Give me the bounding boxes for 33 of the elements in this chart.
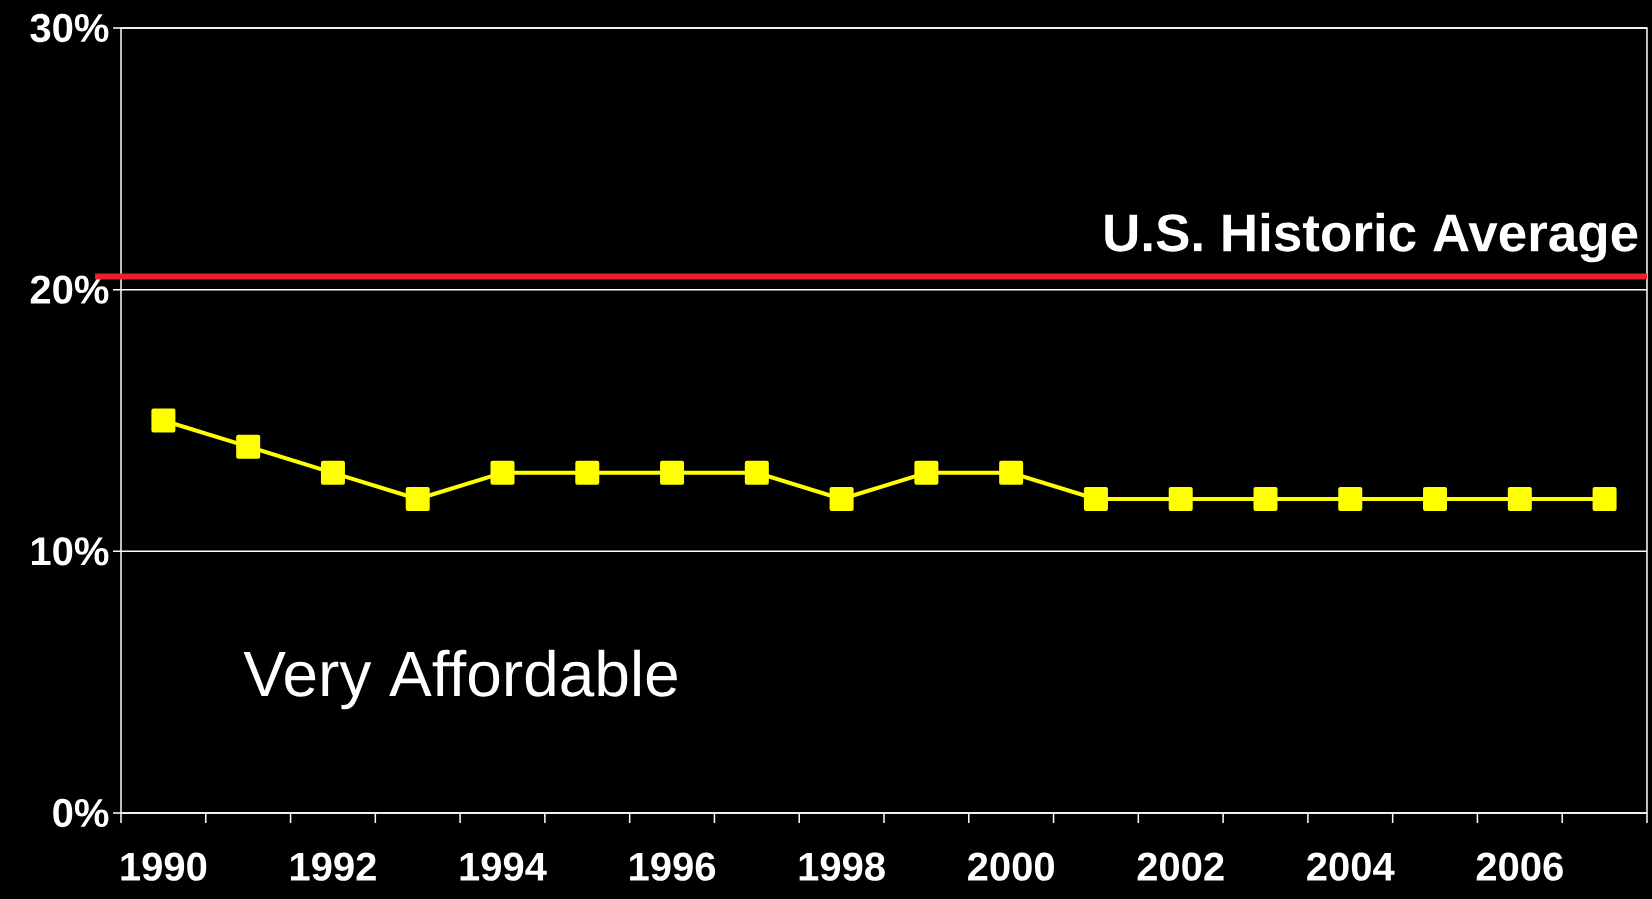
point bbox=[829, 486, 854, 511]
point bbox=[999, 460, 1024, 485]
y-tick-label: 10% bbox=[31, 537, 109, 566]
point bbox=[744, 460, 769, 485]
point bbox=[490, 460, 515, 485]
point bbox=[660, 460, 685, 485]
point bbox=[575, 460, 600, 485]
point bbox=[1338, 486, 1363, 511]
point bbox=[151, 408, 176, 433]
point bbox=[1168, 486, 1193, 511]
point bbox=[320, 460, 345, 485]
x-tick-label: 2004 bbox=[1307, 852, 1395, 881]
x-tick-label: 1996 bbox=[630, 852, 716, 881]
x-tick-label: 2002 bbox=[1137, 852, 1224, 881]
x-tick-label: 1990 bbox=[121, 852, 207, 881]
point bbox=[914, 460, 939, 485]
point bbox=[1083, 486, 1108, 511]
x-tick-label: 1992 bbox=[290, 852, 376, 881]
x-tick-label: 2006 bbox=[1476, 852, 1563, 881]
ref-line-label: U.S. Historic Average bbox=[1105, 212, 1638, 263]
point bbox=[1592, 486, 1617, 511]
y-tick-label: 0% bbox=[53, 798, 109, 828]
point bbox=[236, 434, 261, 459]
point bbox=[1507, 486, 1532, 511]
annotation: Very Affordable bbox=[243, 649, 677, 710]
x-tick-label: 1994 bbox=[460, 852, 547, 881]
point bbox=[1253, 486, 1278, 511]
x-tick-label: 1998 bbox=[799, 852, 885, 881]
y-tick-label: 30% bbox=[30, 13, 109, 43]
point bbox=[1423, 486, 1448, 511]
x-tick-label: 2000 bbox=[968, 852, 1054, 881]
y-tick-label: 20% bbox=[30, 275, 109, 304]
point bbox=[405, 486, 430, 511]
